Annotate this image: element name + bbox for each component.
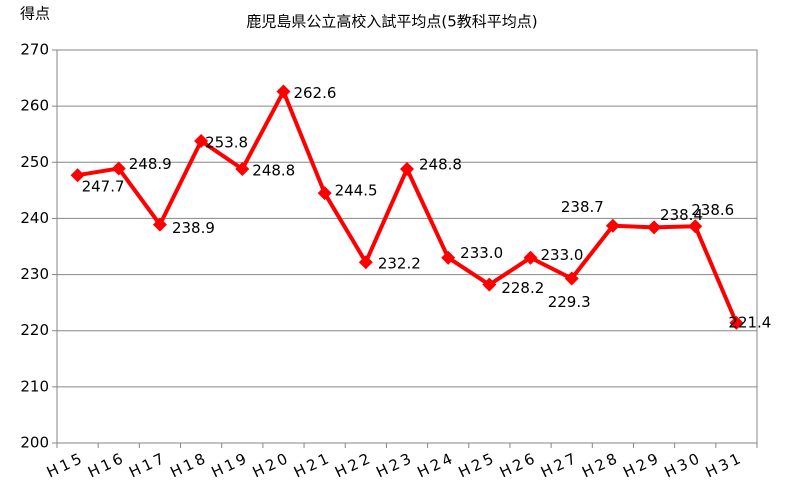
marker bbox=[688, 219, 703, 234]
data-label: 248.8 bbox=[252, 162, 295, 180]
data-label: 244.5 bbox=[335, 182, 378, 200]
marker bbox=[235, 162, 250, 177]
y-axis-label: 得点 bbox=[20, 5, 50, 23]
data-label: 232.2 bbox=[378, 255, 421, 273]
data-label: 238.9 bbox=[172, 219, 215, 237]
y-tick-label: 200 bbox=[20, 434, 49, 452]
plot-area bbox=[56, 49, 758, 444]
data-label: 229.3 bbox=[548, 293, 591, 311]
x-tick-label: H15 bbox=[44, 448, 87, 481]
x-tick-label: H18 bbox=[167, 448, 210, 481]
marker bbox=[276, 84, 291, 99]
x-tick-label: H19 bbox=[209, 448, 252, 481]
x-tick-label: H26 bbox=[497, 448, 540, 481]
marker bbox=[400, 162, 414, 177]
data-label: 248.8 bbox=[419, 156, 462, 174]
x-tick-label: H27 bbox=[538, 448, 581, 481]
marker bbox=[729, 315, 744, 330]
x-tick-label: H16 bbox=[85, 448, 128, 481]
x-tick-label: H29 bbox=[620, 448, 663, 481]
data-label: 253.8 bbox=[205, 133, 248, 151]
marker bbox=[647, 220, 662, 235]
data-label: 221.4 bbox=[728, 313, 771, 331]
data-label: 238.4 bbox=[660, 206, 703, 224]
marker bbox=[523, 250, 538, 265]
y-tick-label: 220 bbox=[20, 321, 49, 339]
x-tick-label: H23 bbox=[373, 448, 416, 481]
marker bbox=[482, 277, 497, 292]
data-label: 228.2 bbox=[501, 279, 544, 297]
line bbox=[77, 89, 739, 324]
data-label: 238.7 bbox=[561, 198, 604, 216]
chart-title: 鹿児島県公立高校入試平均点(5教科平均点) bbox=[246, 13, 537, 31]
data-label: 233.0 bbox=[541, 246, 584, 264]
y-tick-label: 260 bbox=[20, 97, 49, 115]
x-tick-label: H20 bbox=[250, 448, 293, 481]
data-label: 248.9 bbox=[129, 155, 172, 173]
x-tick-label: H31 bbox=[703, 448, 746, 481]
marker bbox=[605, 218, 620, 233]
data-label: 262.6 bbox=[293, 84, 336, 102]
data-label: 238.6 bbox=[691, 201, 734, 219]
marker bbox=[111, 161, 126, 176]
x-tick-label: H25 bbox=[456, 448, 499, 481]
x-tick-label: H28 bbox=[579, 448, 622, 481]
marker bbox=[152, 217, 167, 232]
marker bbox=[358, 255, 373, 270]
marker bbox=[441, 250, 456, 265]
y-tick-label: 240 bbox=[20, 209, 49, 227]
marker bbox=[564, 271, 579, 286]
marker bbox=[317, 186, 332, 201]
x-tick-label: H30 bbox=[662, 448, 705, 481]
y-tick-label: 250 bbox=[20, 153, 49, 171]
y-tick-label: 210 bbox=[20, 377, 49, 395]
data-label: 233.0 bbox=[460, 244, 503, 262]
marker bbox=[70, 168, 85, 183]
x-tick-label: H21 bbox=[291, 448, 334, 481]
y-tick-label: 230 bbox=[20, 265, 49, 283]
y-tick-label: 270 bbox=[20, 41, 49, 59]
x-tick-label: H17 bbox=[126, 448, 169, 481]
data-label: 247.7 bbox=[82, 178, 125, 196]
marker bbox=[194, 133, 209, 148]
x-tick-label: H22 bbox=[332, 448, 375, 481]
x-tick-label: H24 bbox=[414, 448, 457, 481]
